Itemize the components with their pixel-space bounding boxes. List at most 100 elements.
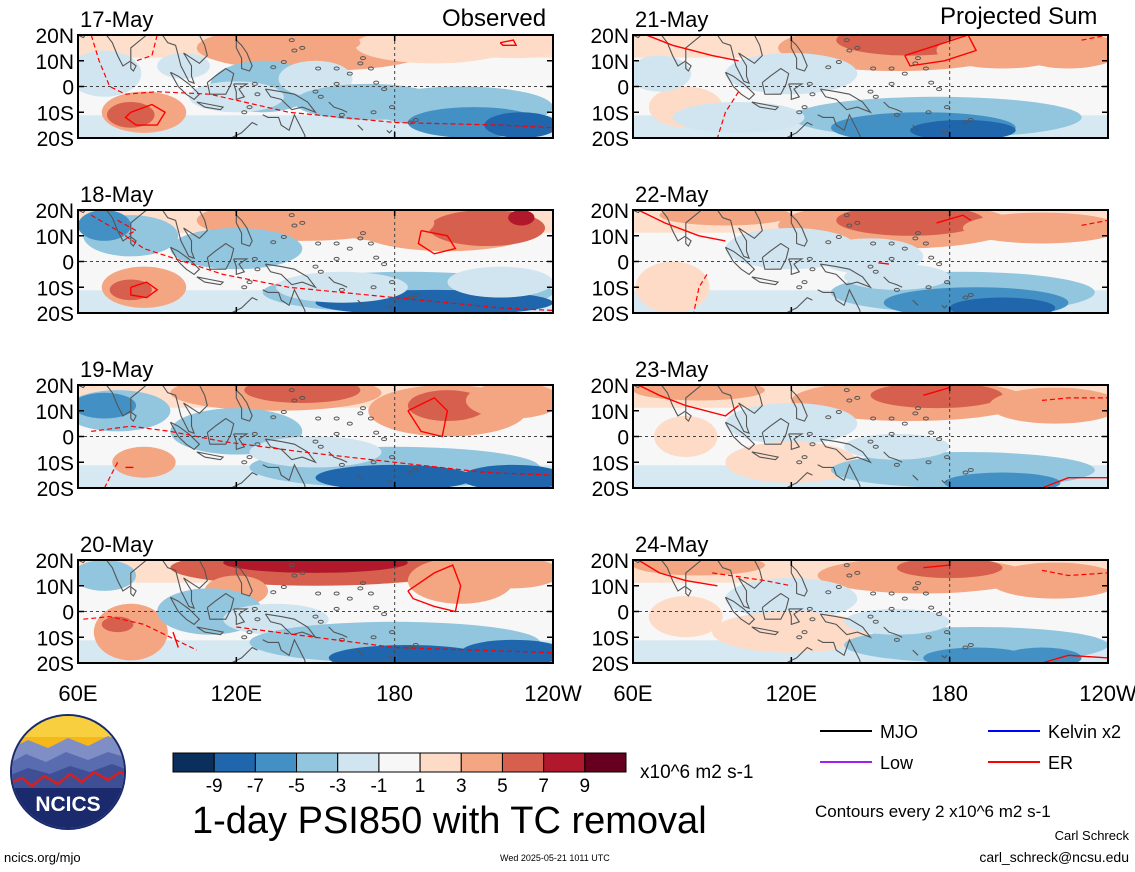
panels-layer: 17-May20N10N010S20S18-May20N10N010S20S19… [35,7,1135,706]
colorbar-swatch [337,752,380,773]
y-tick-label: 10S [592,627,629,650]
units-label: x10^6 m2 s-1 [640,762,754,783]
island [270,590,277,595]
y-tick-label: 20S [592,478,629,501]
psi-anomaly-region [725,403,858,445]
psi-anomaly-region [836,210,984,236]
island [251,81,258,86]
island [801,280,808,285]
x-tick-label: 180 [931,681,968,706]
island [912,236,919,241]
psi-anomaly-region [870,385,1003,409]
colorbar-swatch [172,752,215,773]
coastline [633,560,702,592]
island [893,112,900,117]
website-link[interactable]: ncics.org/mjo [4,850,81,865]
panel-date-label: 17-May [80,7,153,32]
coastline [751,626,780,636]
er-contour [499,39,518,46]
psi-anomaly-region [659,210,792,226]
coastline [761,592,790,620]
island [925,635,932,640]
island [353,314,358,317]
colorbar-swatch [378,752,421,773]
island [796,285,803,290]
er-contour [878,262,890,265]
island [367,591,374,596]
island [928,80,935,85]
island [333,606,340,611]
legend-label: ER [1048,753,1073,773]
colorbar-label: 9 [580,776,591,797]
colorbar-swatch [584,752,627,773]
island [922,416,929,421]
island [288,213,295,218]
coastline [819,438,873,464]
y-tick-label: 10N [35,51,74,74]
psi-anomaly-region [1015,35,1108,69]
coastline [328,276,348,288]
y-tick-label: 10S [592,452,629,475]
island [373,80,380,85]
coastline [328,451,348,463]
coastline [264,88,318,114]
island [912,411,919,416]
island [888,66,895,71]
psi-anomaly-region [249,436,382,468]
island [353,139,358,142]
island [915,56,921,61]
psi-anomaly-region [157,53,210,79]
island [246,105,253,110]
coastline [262,288,306,313]
island [888,431,895,436]
er-contour [1041,477,1108,488]
colorbar-swatch [419,752,462,773]
coastline [161,385,208,435]
island [251,606,258,611]
coastline [685,61,692,72]
island [901,596,908,601]
y-tick-label: 10N [590,401,629,424]
coastline [196,626,225,636]
coastline [775,471,813,488]
panel-date-label: 18-May [80,182,153,207]
island [357,411,364,416]
island [373,430,380,435]
island [867,439,874,444]
coastline [196,276,225,286]
psi-anomaly-region [989,387,1108,424]
island [241,285,248,290]
colorbar-swatch [296,752,339,773]
island [315,241,322,246]
island [246,630,253,635]
island [360,56,366,61]
coastline [206,242,235,270]
island [315,66,322,71]
y-tick-label: 10S [37,277,74,300]
coastline [357,649,364,656]
x-tick-label: 120W [524,681,582,706]
psi-anomaly-region [465,560,553,589]
island [801,630,808,635]
x-tick-label: 60E [58,681,97,706]
island [412,117,419,122]
coastline [751,276,780,286]
island [280,60,287,65]
coastline [685,586,692,597]
psi-anomaly-region [989,562,1108,599]
colorbar-label: 5 [497,776,508,797]
author-email: carl_schreck@ncsu.edu [979,849,1129,865]
island [370,110,377,115]
projected-label: Projected Sum [940,3,1098,30]
island [870,241,877,246]
psi-anomaly-region [328,210,435,241]
legend-label: Low [880,753,914,773]
island [346,596,353,601]
island [925,285,932,290]
y-tick-label: 10N [35,226,74,249]
timestamp: Wed 2025-05-21 1011 UTC [500,853,610,863]
observed-label: Observed [442,5,547,32]
island [346,246,353,251]
psi-anomaly-region [93,603,168,661]
